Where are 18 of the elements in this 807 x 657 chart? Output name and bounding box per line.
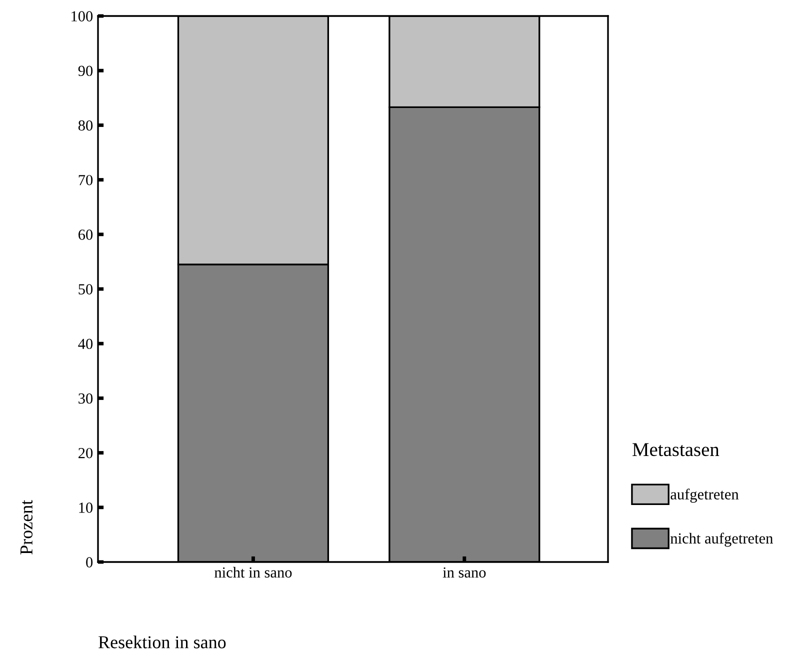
y-tick-label: 70 bbox=[78, 174, 93, 186]
y-tick-label: 20 bbox=[78, 448, 93, 458]
legend-title: Metastasen bbox=[632, 443, 720, 456]
y-tick-label: 0 bbox=[86, 557, 93, 568]
y-tick-label: 10 bbox=[79, 502, 93, 513]
y-tick-label: 60 bbox=[78, 230, 93, 240]
legend-label: aufgetreten bbox=[670, 488, 739, 503]
y-tick-label: 90 bbox=[78, 66, 93, 76]
y-tick-label: 50 bbox=[78, 284, 93, 294]
x-axis-title: Resektion in sano bbox=[98, 636, 226, 648]
legend-label: nicht aufgetreten bbox=[670, 532, 773, 547]
x-tick-label: in sano bbox=[442, 567, 486, 578]
y-tick-label: 80 bbox=[78, 120, 93, 131]
y-tick-label: 100 bbox=[72, 11, 93, 22]
y-tick-label: 30 bbox=[78, 393, 93, 404]
y-axis-title: Prozent bbox=[20, 500, 33, 554]
y-tick-label: 40 bbox=[78, 338, 93, 350]
x-tick-label: nicht in sano bbox=[214, 566, 292, 578]
